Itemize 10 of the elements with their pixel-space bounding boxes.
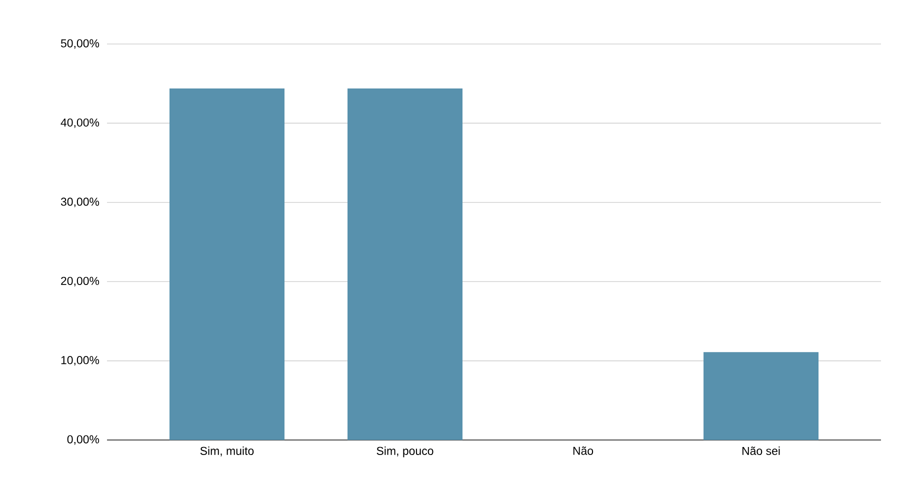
x-tick-label: Sim, muito (200, 446, 254, 456)
y-tick-label: 10,00% (61, 356, 100, 366)
y-tick-label: 30,00% (60, 198, 100, 208)
x-tick-label: Sim, pouco (376, 446, 434, 458)
y-tick-label: 0,00% (67, 435, 100, 445)
x-tick-label: Não sei (742, 446, 780, 455)
y-tick-label: 50,00% (60, 39, 100, 49)
y-tick-label: 20,00% (61, 276, 100, 286)
x-tick-label: Não (573, 446, 594, 455)
y-tick-label: 40,00% (60, 118, 100, 128)
